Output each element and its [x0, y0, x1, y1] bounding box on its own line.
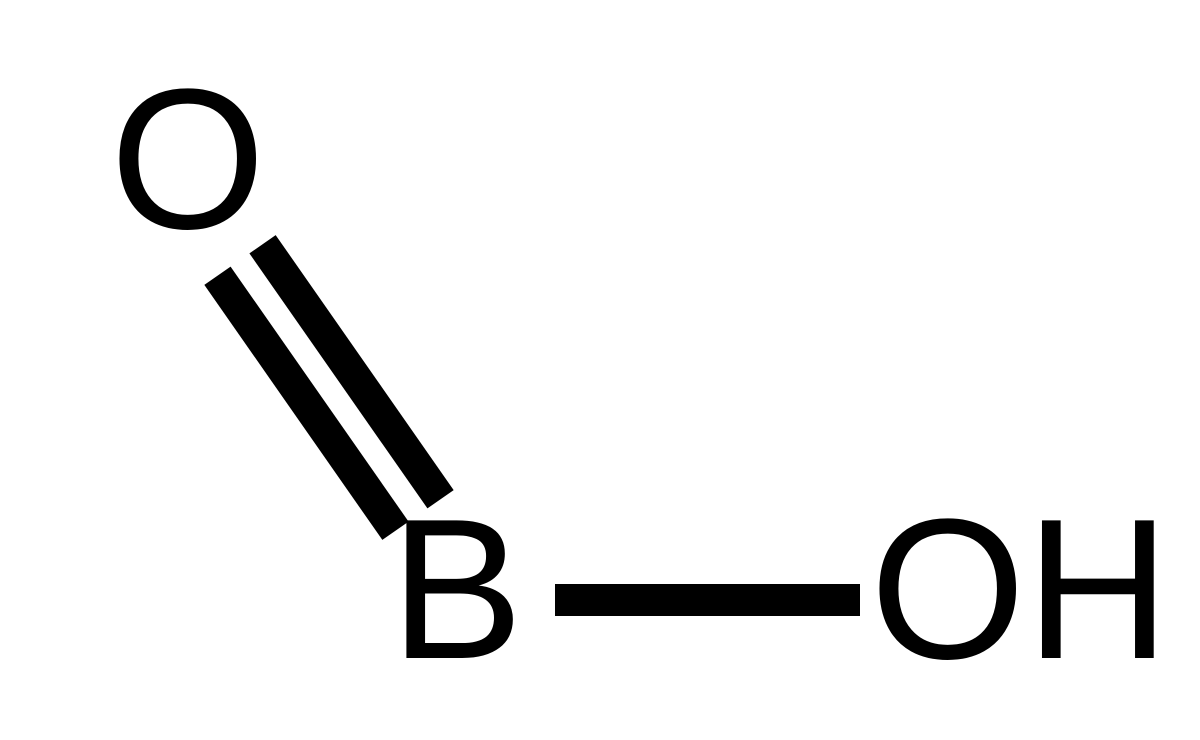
molecule-diagram: O B OH: [0, 0, 1200, 740]
atom-b: B: [390, 490, 523, 690]
atom-o-top: O: [110, 60, 266, 260]
atom-oh: OH: [870, 490, 1170, 690]
